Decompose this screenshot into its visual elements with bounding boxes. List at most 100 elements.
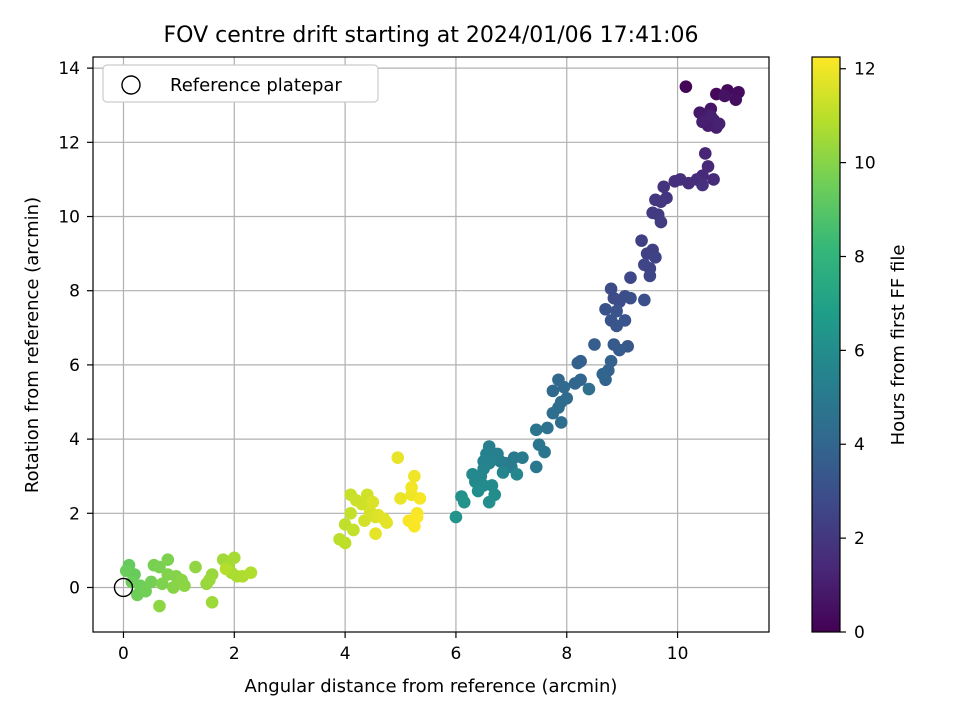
data-point	[205, 596, 219, 609]
data-point	[538, 445, 551, 459]
x-tick-label: 2	[229, 644, 240, 664]
legend: Reference platepar	[102, 64, 379, 103]
data-point	[358, 514, 371, 528]
data-point	[355, 497, 369, 511]
chart-title: FOV centre drift starting at 2024/01/06 …	[164, 23, 699, 48]
data-point	[596, 367, 610, 381]
colorbar-tick-label: 0	[854, 623, 865, 643]
data-point	[408, 469, 421, 483]
data-point	[344, 506, 357, 520]
legend-marker-icon	[121, 75, 141, 95]
data-point	[178, 579, 191, 592]
x-tick-label: 0	[118, 644, 129, 664]
data-point	[219, 562, 233, 576]
points-layer	[119, 80, 745, 613]
data-point	[413, 492, 427, 505]
data-point	[712, 117, 726, 131]
data-point	[347, 523, 360, 537]
data-point	[366, 495, 380, 509]
data-point	[338, 536, 352, 550]
data-point	[139, 584, 152, 598]
plot-area	[93, 57, 769, 632]
data-point	[610, 319, 623, 333]
data-point	[707, 173, 720, 186]
data-point	[635, 234, 648, 247]
data-point	[189, 560, 202, 574]
data-point	[167, 581, 180, 594]
data-point	[624, 271, 637, 285]
data-point	[654, 215, 668, 229]
colorbar-tick-label: 2	[854, 529, 865, 549]
plot-frame	[92, 56, 770, 633]
x-axis-label: Angular distance from reference (arcmin)	[245, 676, 618, 697]
data-point	[144, 575, 158, 589]
data-point	[457, 495, 471, 509]
data-point	[380, 516, 393, 529]
y-tick-label: 2	[69, 504, 80, 524]
y-tick-label: 6	[69, 356, 80, 376]
data-point	[568, 377, 582, 390]
data-point	[582, 382, 596, 396]
data-point	[510, 468, 524, 481]
y-tick-label: 4	[69, 430, 80, 450]
data-point	[410, 510, 424, 524]
data-point	[668, 174, 682, 188]
data-point	[649, 193, 662, 207]
y-tick-label: 14	[58, 59, 80, 79]
y-tick-label: 12	[58, 133, 80, 153]
data-point	[624, 291, 637, 305]
data-point	[613, 343, 626, 357]
data-point	[496, 466, 510, 479]
data-point	[649, 251, 662, 264]
data-point	[646, 206, 659, 220]
data-point	[529, 460, 543, 474]
data-point	[155, 577, 169, 591]
data-point	[405, 481, 418, 494]
data-point	[482, 495, 496, 509]
data-point	[610, 304, 623, 318]
data-point	[541, 421, 554, 435]
data-point	[227, 551, 241, 565]
y-tick-layer: 0 2 4 6 8 10 12 14	[58, 59, 93, 598]
x-tick-label: 10	[667, 644, 689, 664]
data-point	[679, 80, 693, 93]
data-point	[529, 423, 543, 437]
x-tick-label: 8	[561, 644, 572, 664]
data-point	[701, 160, 715, 173]
colorbar-label: Hours from first FF file	[888, 245, 909, 446]
data-point	[153, 599, 166, 613]
y-tick-label: 8	[69, 282, 80, 302]
data-point	[643, 269, 657, 283]
grid-layer	[93, 57, 769, 632]
x-tick-label: 4	[340, 644, 351, 664]
data-point	[638, 258, 651, 272]
y-tick-label: 10	[58, 208, 80, 228]
colorbar-tick-layer: 0 2 4 6 8 10 12	[840, 60, 876, 643]
data-point	[554, 416, 568, 429]
data-point	[203, 573, 216, 587]
data-point	[657, 180, 671, 194]
data-point	[571, 356, 585, 370]
data-point	[449, 510, 463, 524]
data-point	[546, 406, 560, 420]
data-point	[394, 492, 407, 505]
data-point	[546, 384, 560, 398]
data-point	[153, 560, 166, 574]
reference-platepar-marker	[113, 577, 134, 598]
colorbar-tick-label: 6	[854, 341, 865, 361]
colorbar-tick-label: 8	[854, 247, 865, 267]
data-point	[161, 553, 175, 566]
data-point	[119, 564, 133, 578]
x-tick-label: 6	[451, 644, 462, 664]
data-point	[391, 451, 405, 464]
data-point	[369, 527, 382, 540]
y-tick-label: 0	[69, 578, 80, 598]
y-axis-label: Rotation from reference (arcmin)	[22, 197, 43, 493]
data-point	[698, 147, 712, 160]
legend-entry-label: Reference platepar	[170, 75, 342, 96]
data-point	[599, 302, 612, 316]
data-point	[244, 566, 258, 579]
data-point	[588, 338, 601, 351]
